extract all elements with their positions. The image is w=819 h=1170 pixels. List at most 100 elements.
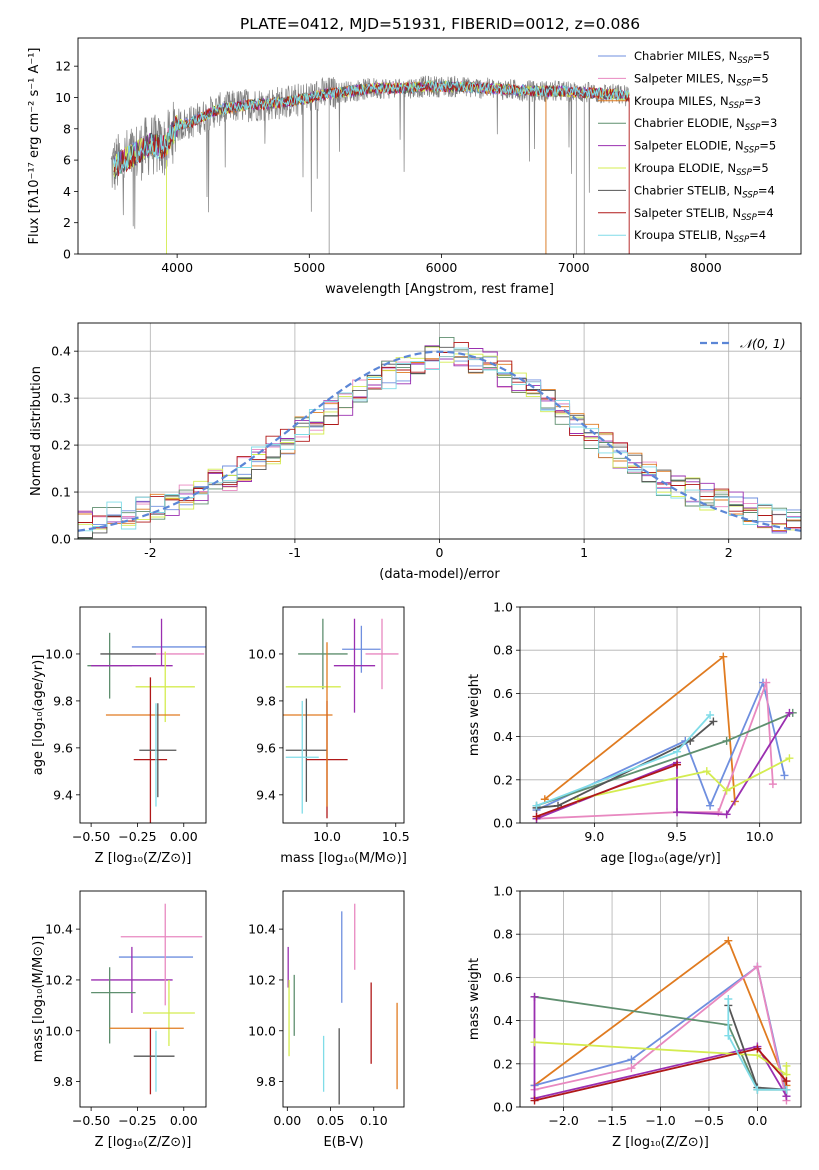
x-tick-label: 5000	[293, 260, 325, 275]
mass-weight-marker	[724, 1031, 733, 1040]
x-axis-label: (data-model)/error	[379, 567, 500, 582]
mass-weight-marker	[782, 1077, 791, 1086]
mass-weight-marker	[724, 936, 733, 945]
x-tick-label: −0.25	[118, 1113, 156, 1128]
x-tick-label: −0.25	[118, 829, 156, 844]
x-tick-label: 0.00	[170, 829, 198, 844]
mass-weight-marker	[532, 801, 541, 810]
y-tick-label: 6	[63, 153, 71, 168]
y-tick-label: 0.2	[493, 772, 513, 787]
mass-weight-line-salpeter_miles	[534, 964, 788, 1101]
spectrum-panel: 4000 5000 6000 7000 8000 0 2 4 6 8 10 12 wavelength …	[27, 37, 802, 297]
legend-label: 𝒩(0, 1)	[740, 336, 786, 351]
mass-weight-marker	[706, 801, 715, 810]
mass-weight-vs-age-panel: 9.0 9.5 10.0 0.0 0.2 0.4 0.6 0.8 1.0 age [log₁₀(a…	[467, 600, 802, 866]
y-axis-label: Flux [fλ10⁻¹⁷ erg cm⁻² s⁻¹ A⁻¹]	[27, 48, 42, 245]
x-tick-label: 9.0	[584, 829, 604, 844]
x-tick-label: 10.5	[382, 829, 410, 844]
y-tick-label: 9.4	[256, 787, 276, 802]
plot-area	[532, 652, 797, 823]
y-tick-label: 8	[63, 121, 71, 136]
mass-weight-marker	[753, 962, 762, 971]
x-axis-label: Z [log₁₀(Z/Z⊙)]	[95, 1135, 192, 1150]
y-tick-label: 0.8	[493, 643, 513, 658]
x-tick-label: 0.10	[360, 1113, 388, 1128]
axes-frame	[77, 322, 802, 540]
axes-frame	[79, 890, 207, 1108]
y-axis-label: mass weight	[467, 674, 482, 756]
y-axis-label: age [log₁₀(age/yr)]	[31, 655, 46, 776]
residual-histogram-chabrier_stelib	[78, 345, 801, 538]
mass-weight-marker	[724, 995, 733, 1003]
x-axis-label: E(B-V)	[323, 1135, 363, 1150]
y-tick-label: 0.2	[493, 1056, 513, 1071]
legend: Chabrier MILES, NSSP=5 Salpeter MILES, NS…	[598, 49, 777, 245]
mass-weight-marker	[782, 1085, 791, 1094]
y-axis-label: mass weight	[467, 958, 482, 1040]
x-tick-label: 0.00	[170, 1113, 198, 1128]
x-axis-label: Z [log₁₀(Z/Z⊙)]	[612, 1135, 709, 1150]
legend-label: Salpeter STELIB, NSSP=4	[634, 206, 774, 223]
mass-weight-marker	[782, 1061, 791, 1070]
y-tick-label: 10.4	[248, 922, 276, 937]
x-tick-label: −0.50	[72, 1113, 110, 1128]
y-tick-label: 10.2	[45, 972, 73, 987]
y-tick-label: 2	[63, 215, 71, 230]
x-tick-label: −0.50	[72, 829, 110, 844]
y-tick-label: 0.4	[493, 729, 513, 744]
legend-label: Chabrier STELIB, NSSP=4	[634, 183, 775, 200]
y-tick-label: 0.0	[493, 816, 513, 831]
mass-weight-marker	[530, 1096, 539, 1105]
y-tick-label: 10.0	[248, 646, 276, 661]
x-axis-label: age [log₁₀(age/yr)]	[600, 851, 721, 866]
plot-area	[91, 903, 203, 1095]
normal-curve	[78, 350, 801, 532]
residual-histogram-kroupa_stelib	[78, 347, 801, 532]
x-axis-label: Z [log₁₀(Z/Z⊙)]	[95, 851, 192, 866]
axes-frame	[282, 890, 405, 1108]
x-tick-label: 10.0	[313, 829, 341, 844]
y-axis-label: Normed distribution	[29, 366, 44, 496]
mass-weight-marker	[702, 767, 711, 776]
x-tick-label: 8000	[690, 260, 722, 275]
plot-area	[87, 618, 206, 823]
grid	[520, 606, 801, 824]
x-tick-label: 7000	[558, 260, 590, 275]
x-axis-label: mass [log₁₀(M/M⊙)]	[280, 851, 407, 866]
plot-area	[287, 903, 398, 1105]
legend-label: Kroupa MILES, NSSP=3	[634, 94, 761, 111]
mass-weight-marker	[753, 1085, 762, 1094]
y-tick-label: 1.0	[493, 600, 513, 615]
age-vs-mass-panel: 10.0 10.5 9.4 9.6 9.8 10.0 mass [log₁₀(M/M⊙)]	[248, 606, 410, 866]
legend-label: Chabrier ELODIE, NSSP=3	[634, 116, 777, 133]
plot-area	[530, 936, 791, 1105]
y-tick-label: 10.0	[45, 1023, 73, 1038]
mass-weight-marker	[719, 652, 728, 661]
y-tick-label: 10.2	[248, 972, 276, 987]
x-tick-label: -1	[289, 545, 301, 560]
y-tick-label: 9.6	[256, 740, 276, 755]
y-tick-label: 10	[55, 90, 71, 105]
legend: 𝒩(0, 1)	[700, 336, 786, 351]
y-tick-label: 10.4	[45, 922, 73, 937]
y-axis-label: mass [log₁₀(M/M⊙)]	[31, 936, 46, 1063]
grid	[520, 890, 801, 1108]
mass-weight-marker	[627, 1064, 636, 1073]
mass-weight-marker	[762, 678, 771, 687]
x-tick-label: 9.5	[667, 829, 687, 844]
y-tick-label: 0.4	[493, 1013, 513, 1028]
y-tick-label: 0.1	[51, 485, 71, 500]
mass-weight-marker	[722, 810, 731, 819]
legend-label: Chabrier MILES, NSSP=5	[634, 49, 770, 66]
y-tick-label: 4	[63, 184, 71, 199]
x-tick-label: 6000	[426, 260, 458, 275]
legend-label: Salpeter ELODIE, NSSP=5	[634, 139, 776, 156]
legend-label: Kroupa STELIB, NSSP=4	[634, 228, 766, 245]
x-tick-label: 0.0	[747, 1113, 767, 1128]
y-tick-label: 0.8	[493, 927, 513, 942]
y-tick-label: 9.8	[53, 693, 73, 708]
axes-frame	[79, 606, 207, 824]
mass-weight-marker	[780, 771, 789, 780]
x-tick-label: 0	[436, 545, 444, 560]
y-tick-label: 9.8	[256, 693, 276, 708]
